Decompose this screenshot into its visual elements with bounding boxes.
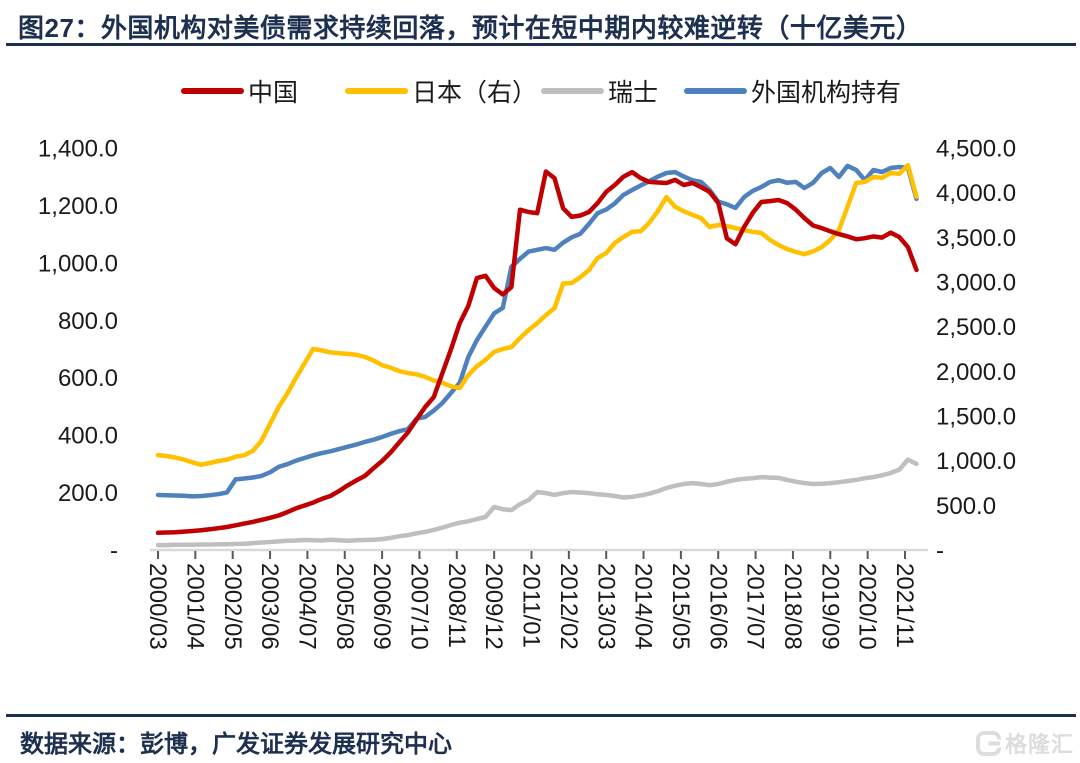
svg-text:200.0: 200.0 bbox=[58, 480, 118, 507]
footer-divider bbox=[6, 714, 1076, 717]
title-divider bbox=[6, 43, 1076, 46]
svg-text:2,000.0: 2,000.0 bbox=[936, 359, 1016, 386]
svg-text:2004/07: 2004/07 bbox=[293, 563, 320, 650]
legend-label: 中国 bbox=[248, 79, 299, 107]
svg-text:2015/05: 2015/05 bbox=[667, 563, 694, 650]
legend-swatch bbox=[181, 88, 244, 94]
legend-label: 瑞士 bbox=[608, 79, 659, 107]
legend-swatch bbox=[345, 88, 408, 94]
svg-text:2009/12: 2009/12 bbox=[480, 563, 507, 650]
svg-text:2017/07: 2017/07 bbox=[742, 563, 769, 650]
svg-text:2019/09: 2019/09 bbox=[816, 563, 843, 650]
legend-swatch bbox=[541, 88, 604, 94]
svg-text:800.0: 800.0 bbox=[58, 308, 118, 335]
svg-text:2002/05: 2002/05 bbox=[219, 563, 246, 650]
legend-item-switzerland: 瑞士 bbox=[541, 78, 658, 107]
svg-text:-: - bbox=[110, 538, 118, 565]
svg-text:1,500.0: 1,500.0 bbox=[936, 404, 1016, 431]
svg-text:1,200.0: 1,200.0 bbox=[38, 193, 118, 220]
svg-text:2005/08: 2005/08 bbox=[331, 563, 358, 650]
svg-text:2001/04: 2001/04 bbox=[181, 563, 208, 650]
legend-item-japan: 日本（右） bbox=[345, 78, 537, 107]
gelonghui-logo-icon bbox=[975, 730, 1002, 756]
legend-label: 外国机构持有 bbox=[751, 79, 902, 107]
svg-text:600.0: 600.0 bbox=[58, 365, 118, 392]
svg-text:1,000.0: 1,000.0 bbox=[38, 250, 118, 277]
svg-text:2021/11: 2021/11 bbox=[891, 563, 918, 648]
svg-text:2013/03: 2013/03 bbox=[592, 563, 619, 650]
svg-text:2014/04: 2014/04 bbox=[630, 563, 657, 650]
legend-label: 日本（右） bbox=[412, 79, 538, 107]
svg-text:1,400.0: 1,400.0 bbox=[38, 136, 118, 163]
legend-item-foreign-institutions: 外国机构持有 bbox=[684, 78, 901, 107]
svg-text:3,500.0: 3,500.0 bbox=[936, 225, 1016, 252]
gelonghui-logo: 格隆汇 bbox=[975, 727, 1074, 759]
svg-text:2003/06: 2003/06 bbox=[256, 563, 283, 650]
svg-text:2007/10: 2007/10 bbox=[406, 563, 433, 650]
svg-text:2006/09: 2006/09 bbox=[368, 563, 395, 650]
svg-text:2016/06: 2016/06 bbox=[704, 563, 731, 650]
svg-text:2000/03: 2000/03 bbox=[144, 563, 171, 650]
svg-text:4,000.0: 4,000.0 bbox=[936, 180, 1016, 207]
svg-text:1,000.0: 1,000.0 bbox=[936, 448, 1016, 475]
svg-text:500.0: 500.0 bbox=[936, 493, 996, 520]
legend-item-china: 中国 bbox=[181, 78, 298, 107]
page-title: 图27：外国机构对美债需求持续回落，预计在短中期内较难逆转（十亿美元） bbox=[18, 13, 923, 43]
svg-text:2012/02: 2012/02 bbox=[555, 563, 582, 650]
data-source-text: 数据来源：彭博，广发证券发展研究中心 bbox=[20, 731, 452, 758]
svg-text:2018/08: 2018/08 bbox=[779, 563, 806, 650]
svg-text:400.0: 400.0 bbox=[58, 423, 118, 450]
legend-swatch bbox=[684, 88, 747, 94]
svg-text:2008/11: 2008/11 bbox=[443, 563, 470, 648]
svg-text:2,500.0: 2,500.0 bbox=[936, 314, 1016, 341]
svg-text:3,000.0: 3,000.0 bbox=[936, 270, 1016, 297]
gelonghui-logo-text: 格隆汇 bbox=[1004, 732, 1074, 757]
svg-text:-: - bbox=[936, 538, 944, 565]
svg-text:2011/01: 2011/01 bbox=[518, 563, 545, 648]
svg-text:4,500.0: 4,500.0 bbox=[936, 136, 1016, 163]
svg-text:2020/10: 2020/10 bbox=[854, 563, 881, 650]
